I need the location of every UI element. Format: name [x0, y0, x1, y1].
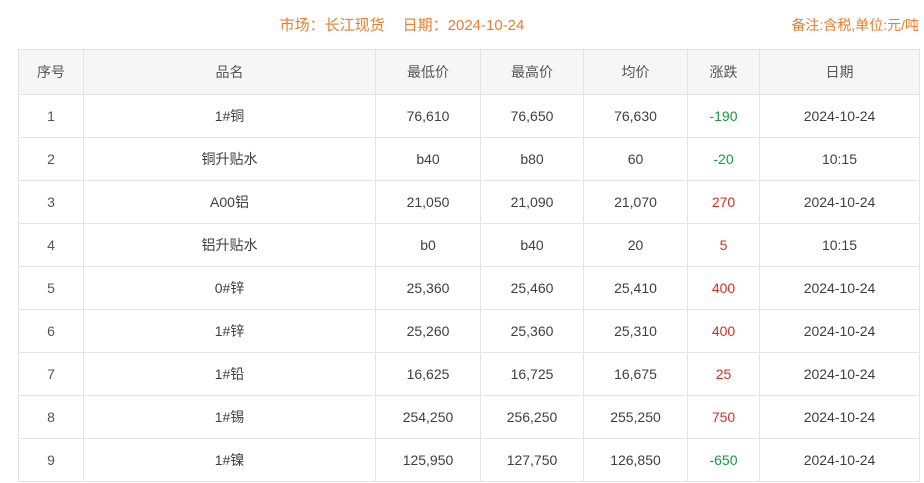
table-row: 9 1#镍 125,950 127,750 126,850 -650 2024-…	[18, 438, 920, 482]
cell-no: 4	[18, 223, 84, 267]
cell-low: 16,625	[375, 352, 481, 396]
cell-change: 270	[687, 180, 760, 224]
table-row: 3 A00铝 21,050 21,090 21,070 270 2024-10-…	[18, 180, 920, 224]
cell-avg: 16,675	[583, 352, 688, 396]
cell-date: 2024-10-24	[759, 180, 920, 224]
cell-high: b80	[480, 137, 584, 181]
cell-date: 10:15	[759, 223, 920, 267]
table-header: 序号 品名 最低价 最高价 均价 涨跌 日期	[18, 49, 920, 95]
header-row: 序号 品名 最低价 最高价 均价 涨跌 日期	[18, 49, 920, 95]
cell-avg: 20	[583, 223, 688, 267]
page-header: 市场：长江现货 日期：2024-10-24 备注:含税,单位:元/吨	[0, 0, 924, 49]
column-header-high: 最高价	[480, 49, 584, 95]
page-title: 市场：长江现货 日期：2024-10-24	[0, 14, 804, 35]
cell-low: 25,360	[375, 266, 481, 310]
cell-date: 2024-10-24	[759, 266, 920, 310]
table-row: 5 0#锌 25,360 25,460 25,410 400 2024-10-2…	[18, 266, 920, 310]
cell-name: 铝升贴水	[83, 223, 376, 267]
cell-change: -20	[687, 137, 760, 181]
cell-no: 8	[18, 395, 84, 439]
cell-name: 1#锡	[83, 395, 376, 439]
cell-avg: 76,630	[583, 94, 688, 138]
cell-low: 254,250	[375, 395, 481, 439]
cell-change: 400	[687, 309, 760, 353]
table-body: 1 1#铜 76,610 76,650 76,630 -190 2024-10-…	[18, 94, 920, 482]
cell-low: b0	[375, 223, 481, 267]
column-header-no: 序号	[18, 49, 84, 95]
cell-name: 1#铅	[83, 352, 376, 396]
table-row: 8 1#锡 254,250 256,250 255,250 750 2024-1…	[18, 395, 920, 439]
cell-high: 76,650	[480, 94, 584, 138]
date-label: 日期：2024-10-24	[402, 17, 525, 34]
cell-high: 256,250	[480, 395, 584, 439]
cell-low: 76,610	[375, 94, 481, 138]
cell-no: 5	[18, 266, 84, 310]
table-row: 6 1#锌 25,260 25,360 25,310 400 2024-10-2…	[18, 309, 920, 353]
page-note: 备注:含税,单位:元/吨	[791, 17, 919, 33]
cell-no: 9	[18, 438, 84, 482]
column-header-low: 最低价	[375, 49, 481, 95]
table-row: 1 1#铜 76,610 76,650 76,630 -190 2024-10-…	[18, 94, 920, 138]
cell-change: 25	[687, 352, 760, 396]
cell-no: 6	[18, 309, 84, 353]
cell-avg: 25,310	[583, 309, 688, 353]
table-row: 2 铜升贴水 b40 b80 60 -20 10:15	[18, 137, 920, 181]
cell-avg: 21,070	[583, 180, 688, 224]
cell-date: 2024-10-24	[759, 352, 920, 396]
table-row: 7 1#铅 16,625 16,725 16,675 25 2024-10-24	[18, 352, 920, 396]
cell-date: 2024-10-24	[759, 395, 920, 439]
cell-low: b40	[375, 137, 481, 181]
cell-high: 127,750	[480, 438, 584, 482]
cell-no: 7	[18, 352, 84, 396]
cell-date: 2024-10-24	[759, 94, 920, 138]
cell-no: 3	[18, 180, 84, 224]
cell-low: 21,050	[375, 180, 481, 224]
cell-name: 1#镍	[83, 438, 376, 482]
column-header-avg: 均价	[583, 49, 688, 95]
cell-date: 2024-10-24	[759, 438, 920, 482]
cell-low: 25,260	[375, 309, 481, 353]
cell-name: 铜升贴水	[83, 137, 376, 181]
cell-change: -650	[687, 438, 760, 482]
cell-name: 1#锌	[83, 309, 376, 353]
cell-no: 2	[18, 137, 84, 181]
cell-high: 25,460	[480, 266, 584, 310]
column-header-change: 涨跌	[687, 49, 760, 95]
cell-avg: 255,250	[583, 395, 688, 439]
cell-high: 21,090	[480, 180, 584, 224]
cell-name: 0#锌	[83, 266, 376, 310]
cell-high: 16,725	[480, 352, 584, 396]
cell-high: 25,360	[480, 309, 584, 353]
cell-low: 125,950	[375, 438, 481, 482]
price-table: 序号 品名 最低价 最高价 均价 涨跌 日期 1 1#铜 76,610 76,6…	[18, 49, 920, 482]
cell-date: 2024-10-24	[759, 309, 920, 353]
column-header-date: 日期	[759, 49, 920, 95]
column-header-name: 品名	[83, 49, 376, 95]
cell-avg: 60	[583, 137, 688, 181]
cell-name: 1#铜	[83, 94, 376, 138]
table-row: 4 铝升贴水 b0 b40 20 5 10:15	[18, 223, 920, 267]
cell-avg: 126,850	[583, 438, 688, 482]
cell-no: 1	[18, 94, 84, 138]
cell-name: A00铝	[83, 180, 376, 224]
cell-date: 10:15	[759, 137, 920, 181]
cell-avg: 25,410	[583, 266, 688, 310]
cell-change: 750	[687, 395, 760, 439]
market-label: 市场：长江现货	[279, 17, 385, 34]
cell-change: 400	[687, 266, 760, 310]
cell-change: -190	[687, 94, 760, 138]
cell-change: 5	[687, 223, 760, 267]
cell-high: b40	[480, 223, 584, 267]
